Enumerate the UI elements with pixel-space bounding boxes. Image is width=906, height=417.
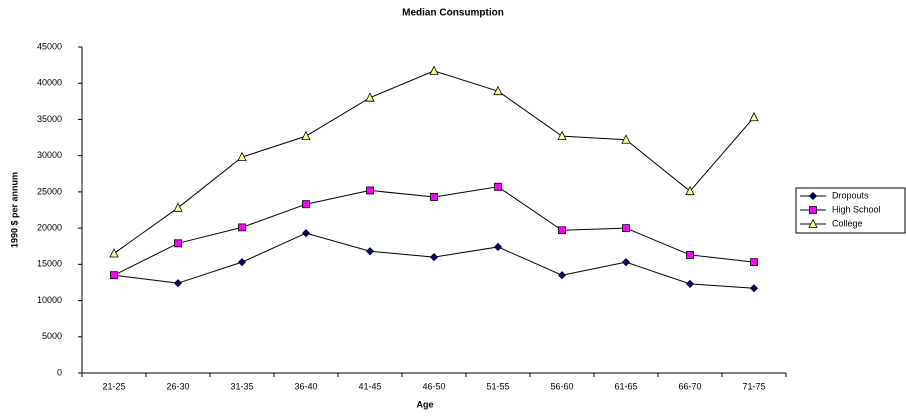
point [685,279,695,288]
point [302,200,310,209]
legend-marker [808,218,818,228]
point [110,271,118,280]
point [749,111,759,122]
x-tick-label: 66-70 [678,381,701,391]
point [621,258,631,267]
x-axis-label: Age [416,399,433,409]
y-tick-label: 30000 [37,150,62,160]
point [237,258,247,267]
y-tick-label: 35000 [37,114,62,124]
point [493,85,503,96]
x-tick-label: 46-50 [422,381,445,391]
y-axis-label: 1990 $ per annum [9,172,19,248]
x-tick-label: 56-60 [550,381,573,391]
series-line [113,70,755,254]
legend-label: High School [832,204,881,214]
x-tick-label: 41-45 [358,381,381,391]
y-tick-label: 20000 [37,222,62,232]
y-tick-label: 40000 [37,78,62,88]
point [558,226,566,235]
point [686,251,694,259]
point [109,248,119,258]
legend-label: College [832,218,863,228]
point [301,229,311,238]
chart-title: Median Consumption [402,8,504,19]
point [366,186,374,195]
point [173,202,183,212]
point [429,65,439,75]
point [365,247,375,256]
legend-marker [808,191,818,201]
legend-marker [809,206,817,214]
x-tick-label: 36-40 [294,381,317,391]
point [365,92,375,102]
point [749,284,759,293]
x-tick-label: 51-55 [486,381,509,391]
point [621,134,631,144]
point [173,279,183,288]
y-tick-label: 0 [57,367,62,377]
x-tick-label: 71-75 [742,381,765,391]
x-tick-label: 31-35 [230,381,253,391]
point [494,182,502,191]
point [429,253,439,262]
point [238,223,246,232]
point [557,130,567,141]
x-tick-label: 26-30 [166,381,189,391]
y-tick-label: 45000 [37,41,62,51]
point [750,258,758,267]
point [174,239,182,248]
y-tick-label: 5000 [42,331,62,341]
legend-label: Dropouts [832,190,869,200]
point [301,130,311,141]
y-tick-label: 25000 [37,186,62,196]
point [430,193,438,201]
point [493,242,503,252]
y-tick-label: 15000 [37,259,62,269]
point [685,185,695,196]
x-tick-label: 21-25 [102,381,125,391]
y-tick-label: 10000 [37,295,62,305]
point [622,224,630,233]
x-tick-label: 61-65 [614,381,637,391]
point [557,271,567,280]
point [237,151,247,162]
